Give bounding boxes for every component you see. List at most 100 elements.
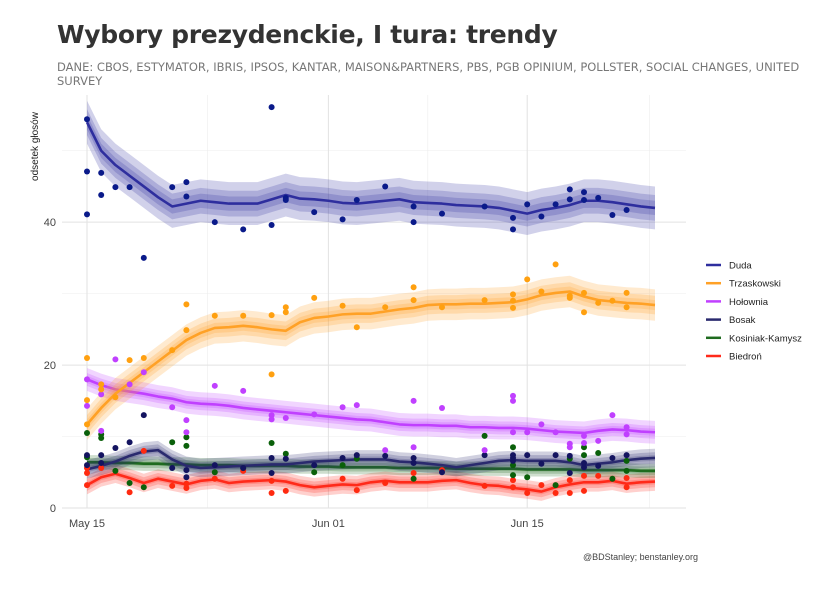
poll-point [311, 411, 318, 418]
poll-point [126, 489, 133, 496]
poll-point [126, 184, 133, 191]
poll-point [169, 347, 176, 354]
poll-point [581, 464, 587, 471]
poll-point [581, 487, 587, 494]
poll-point [126, 357, 133, 364]
credible-band [87, 367, 655, 445]
poll-point [268, 477, 275, 484]
poll-point [510, 429, 516, 436]
poll-point [183, 442, 190, 449]
poll-point [353, 197, 360, 204]
series-hołownia [86, 367, 656, 445]
poll-point [581, 289, 587, 296]
credible-band [87, 275, 655, 441]
poll-point [169, 184, 176, 191]
poll-point [84, 429, 90, 436]
poll-point [140, 354, 147, 361]
poll-point [510, 291, 516, 298]
poll-point [510, 392, 516, 399]
poll-point [282, 450, 289, 457]
poll-point [140, 447, 147, 454]
poll-point [510, 397, 516, 404]
chart-caption: @BDStanley; benstanley.org [582, 552, 698, 562]
poll-point [353, 487, 360, 494]
poll-point [552, 489, 559, 496]
poll-point [112, 184, 119, 191]
poll-point [140, 369, 147, 376]
poll-point [439, 469, 445, 476]
poll-point [481, 447, 488, 454]
y-tick-label: 40 [44, 217, 56, 229]
poll-point [339, 462, 346, 469]
poll-point [339, 454, 346, 461]
y-tick-label: 20 [44, 360, 56, 372]
poll-point [623, 452, 630, 459]
poll-point [609, 212, 616, 219]
poll-point [410, 459, 417, 466]
poll-point [410, 454, 417, 461]
poll-point [410, 219, 417, 226]
poll-point [84, 469, 90, 476]
y-tick-label: 0 [50, 503, 56, 515]
poll-point [410, 475, 417, 482]
poll-point [311, 209, 318, 216]
poll-point [282, 414, 289, 421]
poll-point [183, 467, 190, 474]
poll-point [311, 469, 318, 476]
poll-point [410, 469, 417, 476]
series-trzaskowski [86, 275, 656, 441]
poll-point [623, 304, 630, 311]
poll-point [510, 462, 516, 469]
poll-point [353, 402, 360, 409]
poll-point [524, 276, 531, 283]
poll-point [524, 489, 531, 496]
poll-point [169, 404, 176, 411]
poll-point [382, 452, 389, 459]
poll-point [609, 297, 616, 304]
poll-point [84, 397, 90, 404]
trend-line [86, 290, 656, 426]
poll-point [84, 168, 90, 175]
poll-point [510, 297, 516, 304]
poll-point [98, 459, 105, 466]
poll-point [595, 472, 602, 479]
poll-point [510, 477, 516, 484]
poll-point [510, 214, 516, 221]
poll-point [552, 482, 559, 489]
poll-point [410, 444, 417, 451]
poll-point [84, 482, 90, 489]
poll-point [581, 452, 587, 459]
poll-point [552, 452, 559, 459]
legend-label: Trzaskowski [729, 279, 781, 290]
poll-point [98, 169, 105, 176]
poll-point [98, 434, 105, 441]
credible-band [87, 282, 655, 434]
poll-point [268, 312, 275, 319]
poll-point [84, 421, 90, 428]
poll-point [268, 439, 275, 446]
poll-point [510, 457, 516, 464]
poll-point [311, 462, 318, 469]
poll-point [112, 356, 119, 363]
poll-point [339, 475, 346, 482]
poll-point [581, 309, 587, 316]
poll-point [183, 327, 190, 334]
poll-point [439, 210, 445, 217]
poll-point [439, 404, 445, 411]
legend-label: Hołownia [729, 297, 769, 308]
poll-point [410, 297, 417, 304]
poll-point [510, 484, 516, 491]
poll-point [581, 472, 587, 479]
x-tick-label: Jun 01 [312, 518, 345, 530]
trend-line [86, 378, 656, 435]
poll-point [623, 474, 630, 481]
poll-point [566, 469, 573, 476]
poll-point [98, 386, 105, 393]
trend-line [86, 472, 656, 493]
poll-point [581, 432, 587, 439]
poll-point [353, 452, 360, 459]
poll-point [112, 444, 119, 451]
poll-point [211, 462, 218, 469]
series-duda [85, 100, 656, 236]
credible-band [87, 372, 655, 440]
